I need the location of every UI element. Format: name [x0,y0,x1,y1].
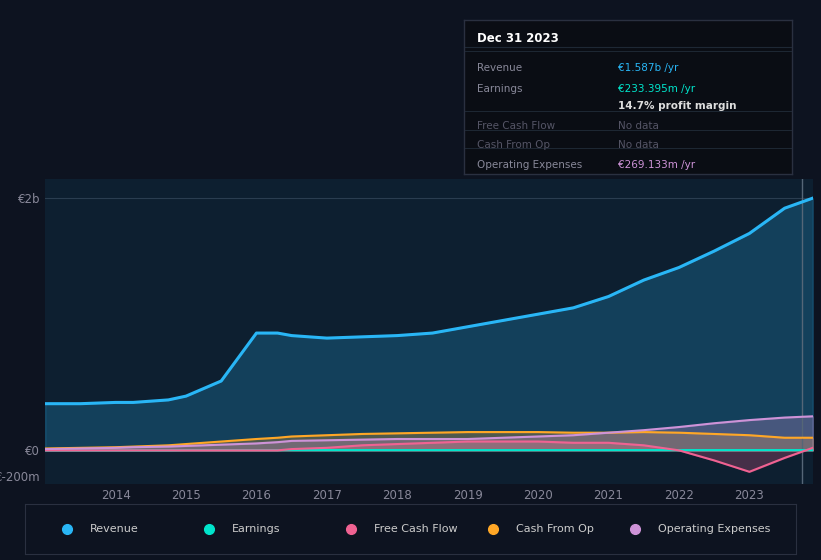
Text: Earnings: Earnings [477,85,522,94]
Text: Operating Expenses: Operating Expenses [658,524,771,534]
Text: Revenue: Revenue [477,63,522,73]
Text: €233.395m /yr: €233.395m /yr [618,85,695,94]
Text: Revenue: Revenue [90,524,139,534]
Text: €269.133m /yr: €269.133m /yr [618,160,695,170]
Text: 14.7% profit margin: 14.7% profit margin [618,101,736,111]
Text: Free Cash Flow: Free Cash Flow [477,122,555,131]
Text: Cash From Op: Cash From Op [516,524,594,534]
Text: Cash From Op: Cash From Op [477,140,550,150]
Text: Operating Expenses: Operating Expenses [477,160,582,170]
Text: €1.587b /yr: €1.587b /yr [618,63,679,73]
Text: No data: No data [618,122,659,131]
Text: No data: No data [618,140,659,150]
Text: Free Cash Flow: Free Cash Flow [374,524,458,534]
Text: Earnings: Earnings [232,524,281,534]
Text: Dec 31 2023: Dec 31 2023 [477,32,559,45]
